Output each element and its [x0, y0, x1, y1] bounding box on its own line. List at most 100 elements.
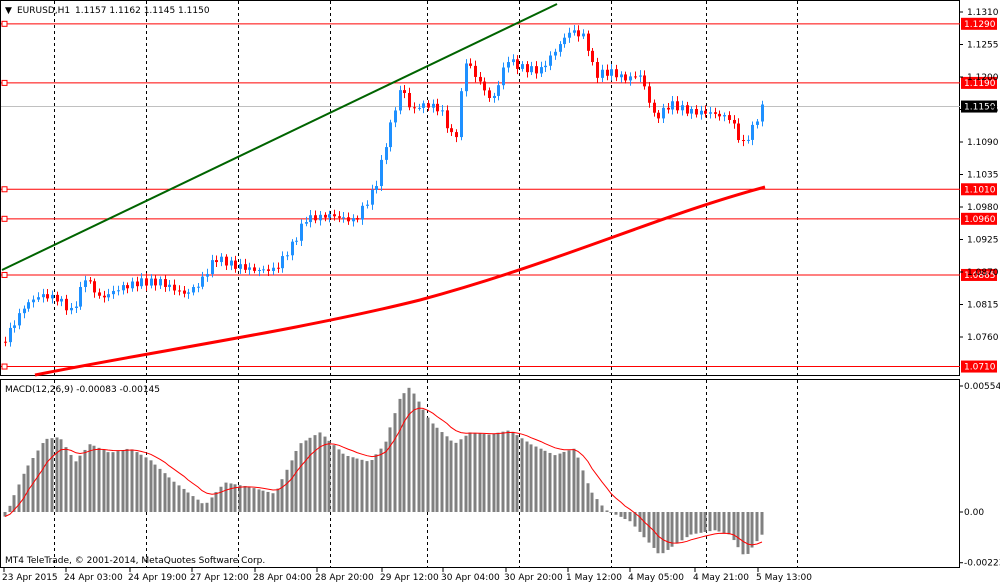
candle-body	[338, 216, 341, 218]
macd-bar	[163, 473, 167, 512]
candle-body	[502, 67, 505, 86]
macd-bar	[638, 512, 642, 532]
candle-body	[291, 241, 294, 256]
macd-bar	[590, 492, 594, 512]
macd-bar	[45, 438, 49, 512]
candle-body	[145, 278, 148, 286]
macd-tick-label: 0.00	[964, 508, 984, 518]
candle-body	[493, 95, 496, 98]
current-price-tag	[961, 100, 997, 113]
candle-body	[408, 93, 411, 108]
macd-bar	[153, 464, 157, 512]
candle-body	[474, 65, 477, 77]
candle-body	[352, 218, 355, 222]
candle-body	[686, 105, 689, 114]
macd-bar	[196, 499, 200, 512]
price-tick-label: 1.1200	[967, 73, 999, 83]
candle-body	[173, 284, 176, 291]
macd-bar	[341, 453, 345, 512]
candle-body	[681, 105, 684, 111]
trendline	[1, 3, 558, 271]
macd-bar	[661, 512, 665, 554]
candle-body	[211, 260, 214, 275]
candle-body	[220, 256, 223, 263]
candle-body	[154, 278, 157, 286]
time-tick-label: 4 May 05:00	[628, 573, 684, 583]
macd-bar	[224, 482, 228, 512]
candle-body	[563, 37, 566, 45]
price-tick-label: 1.1255	[967, 41, 999, 51]
time-axis: 23 Apr 2015 24 Apr 03:00 24 Apr 19:00 27 Ap…	[2, 568, 812, 583]
candle-body	[277, 267, 280, 269]
candle-body	[225, 256, 228, 266]
macd-bar	[539, 448, 543, 512]
candle-body	[568, 32, 571, 38]
candle-body	[615, 69, 618, 78]
time-tick-label: 24 Apr 03:00	[64, 573, 123, 583]
price-tick-label: 1.0815	[967, 301, 999, 311]
candle-body	[27, 302, 30, 309]
macd-bar	[609, 512, 613, 513]
candle-body	[413, 107, 416, 109]
candle-body	[51, 294, 54, 299]
level-tag	[961, 212, 997, 225]
macd-bar	[167, 477, 171, 512]
current-price-label: 1.1150	[964, 103, 996, 113]
candle-body	[37, 297, 40, 300]
macd-bar	[116, 451, 120, 512]
level-handle	[1, 215, 8, 222]
candle-body	[559, 44, 562, 52]
candle-body	[610, 69, 613, 76]
candle-body	[239, 264, 242, 269]
candle-body	[422, 103, 425, 108]
macd-bar	[177, 485, 181, 512]
candle-body	[371, 189, 374, 205]
candle-body	[657, 112, 660, 119]
candles	[4, 25, 764, 347]
horizontal-levels: 1.1290 1.1190 1.1010 1.0960 1.0865 1.0710 1.11…	[1, 17, 997, 373]
time-tick-label: 23 Apr 2015	[2, 573, 58, 583]
candle-body	[366, 204, 369, 206]
macd-bar	[605, 510, 609, 512]
macd-bar	[398, 398, 402, 512]
candle-body	[300, 223, 303, 241]
macd-bar	[214, 492, 218, 512]
macd-bar	[285, 469, 289, 512]
candle-body	[483, 81, 486, 91]
candle-body	[648, 86, 651, 103]
macd-bar	[97, 447, 101, 512]
price-tick-label: 1.0925	[967, 236, 999, 246]
macd-bar	[144, 457, 148, 512]
macd-bar	[294, 450, 298, 512]
macd-bar	[511, 431, 515, 512]
macd-bar	[69, 454, 73, 512]
macd-bar	[722, 512, 726, 533]
macd-bar	[670, 512, 674, 547]
macd-bar	[487, 434, 491, 512]
macd-bar	[26, 465, 30, 512]
candle-body	[93, 281, 96, 293]
macd-bar	[642, 512, 646, 538]
time-tick-label: 30 Apr 20:00	[504, 573, 563, 583]
candle-body	[244, 264, 247, 270]
candle-body	[356, 218, 359, 220]
macd-bar	[271, 493, 275, 512]
candle-body	[606, 69, 609, 76]
candle-body	[643, 75, 646, 87]
candle-body	[60, 298, 63, 302]
macd-bar	[360, 459, 364, 512]
macd-bar	[172, 481, 176, 512]
macd-bar	[59, 439, 63, 512]
macd-bar	[88, 444, 92, 512]
candle-body	[620, 74, 623, 78]
macd-histogram	[3, 387, 764, 555]
chart-menu-icon[interactable]: ▼	[5, 6, 12, 16]
candle-body	[465, 63, 468, 92]
macd-bar	[299, 443, 303, 512]
time-tick-label: 28 Apr 20:00	[315, 573, 374, 583]
macd-bar	[229, 483, 233, 512]
macd-bar	[139, 454, 143, 512]
candle-body	[747, 139, 750, 141]
candle-body	[516, 59, 519, 69]
